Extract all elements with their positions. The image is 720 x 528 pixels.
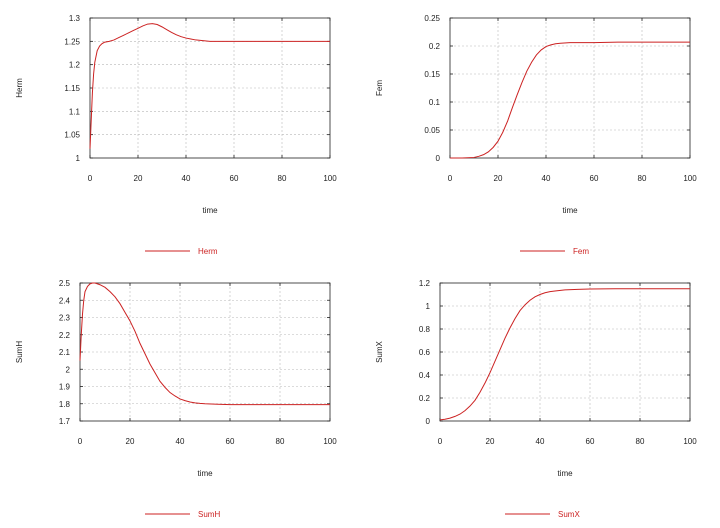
y-axis-label: Fem — [375, 80, 384, 96]
x-tick-label: 100 — [683, 174, 697, 183]
y-tick-label: 2.1 — [59, 348, 71, 357]
x-tick-label: 40 — [176, 437, 185, 446]
chart-panel-1: 0 20 40 60 80 100 1 1.05 1.1 1.15 1.2 1.25 1.3 time He… — [15, 14, 337, 256]
y-axis-label: Herm — [15, 78, 24, 98]
x-tick-label: 100 — [323, 174, 337, 183]
y-tick-label: 0.8 — [419, 325, 431, 334]
x-tick-label: 20 — [486, 437, 495, 446]
x-axis-label: time — [197, 469, 213, 478]
x-tick-label: 40 — [182, 174, 191, 183]
series-line-fem — [450, 41, 690, 159]
y-tick-label: 0.15 — [424, 70, 440, 79]
x-tick-label: 20 — [126, 437, 135, 446]
x-tick-label: 80 — [278, 174, 287, 183]
legend-label: Fem — [573, 247, 589, 256]
x-tick-label: 60 — [586, 437, 595, 446]
y-tick-label: 0.6 — [419, 348, 431, 357]
y-axis-label: SumX — [375, 340, 384, 362]
x-tick-label: 60 — [590, 174, 599, 183]
x-tick-label: 0 — [78, 437, 83, 446]
x-tick-label: 40 — [542, 174, 551, 183]
x-tick-label: 20 — [494, 174, 503, 183]
series-line-herm — [89, 23, 330, 149]
y-tick-label: 1.8 — [59, 400, 71, 409]
y-tick-label: 0.2 — [429, 42, 441, 51]
x-tick-label: 80 — [636, 437, 645, 446]
y-axis-label: SumH — [15, 341, 24, 363]
x-tick-label: 0 — [448, 174, 453, 183]
y-tick-label: 0.05 — [424, 126, 440, 135]
x-tick-label: 80 — [276, 437, 285, 446]
y-tick-label: 2.5 — [59, 279, 71, 288]
legend-label: Herm — [198, 247, 218, 256]
chart-panel-3: 0 20 40 60 80 100 1.7 1.8 1.9 2 2.1 2.2 2.3 2.4 2.5 tim… — [15, 279, 337, 519]
x-tick-label: 0 — [438, 437, 443, 446]
y-tick-label: 2.2 — [59, 331, 71, 340]
y-tick-label: 1 — [76, 154, 81, 163]
y-tick-label: 1.3 — [69, 14, 81, 23]
x-axis-label: time — [202, 206, 218, 215]
y-tick-label: 0 — [436, 154, 441, 163]
x-tick-label: 60 — [230, 174, 239, 183]
y-tick-label: 1.2 — [69, 61, 81, 70]
series-line-sumx — [439, 288, 690, 421]
y-tick-label: 2.4 — [59, 296, 71, 305]
y-tick-label: 1.1 — [69, 107, 81, 116]
chart-panel-4: 0 20 40 60 80 100 0 0.2 0.4 0.6 0.8 1 1.2 time SumX Sum… — [375, 279, 697, 519]
legend-label: SumH — [198, 510, 220, 519]
y-tick-label: 0.2 — [419, 394, 431, 403]
x-axis-label: time — [557, 469, 573, 478]
y-tick-label: 0.1 — [429, 98, 441, 107]
y-tick-label: 1.05 — [64, 131, 80, 140]
y-tick-label: 0.25 — [424, 14, 440, 23]
y-tick-label: 2 — [66, 365, 71, 374]
x-tick-label: 0 — [88, 174, 93, 183]
y-tick-label: 1.7 — [59, 417, 71, 426]
y-tick-label: 1 — [426, 302, 431, 311]
y-tick-label: 1.15 — [64, 84, 80, 93]
y-tick-label: 1.25 — [64, 37, 80, 46]
y-tick-label: 1.9 — [59, 383, 71, 392]
y-tick-label: 0 — [426, 417, 431, 426]
x-tick-label: 80 — [638, 174, 647, 183]
plot-frame — [449, 17, 691, 159]
x-tick-label: 20 — [134, 174, 143, 183]
y-tick-label: 2.3 — [59, 314, 71, 323]
x-tick-label: 100 — [683, 437, 697, 446]
x-tick-label: 60 — [226, 437, 235, 446]
x-axis-label: time — [562, 206, 578, 215]
y-tick-label: 1.2 — [419, 279, 431, 288]
x-tick-label: 40 — [536, 437, 545, 446]
series-line-sumh — [79, 282, 330, 406]
legend-label: SumX — [558, 510, 580, 519]
y-tick-label: 0.4 — [419, 371, 431, 380]
chart-panel-2: 0 20 40 60 80 100 0 0.05 0.1 0.15 0.2 0.25 time Fem Fe… — [375, 14, 697, 256]
x-tick-label: 100 — [323, 437, 337, 446]
